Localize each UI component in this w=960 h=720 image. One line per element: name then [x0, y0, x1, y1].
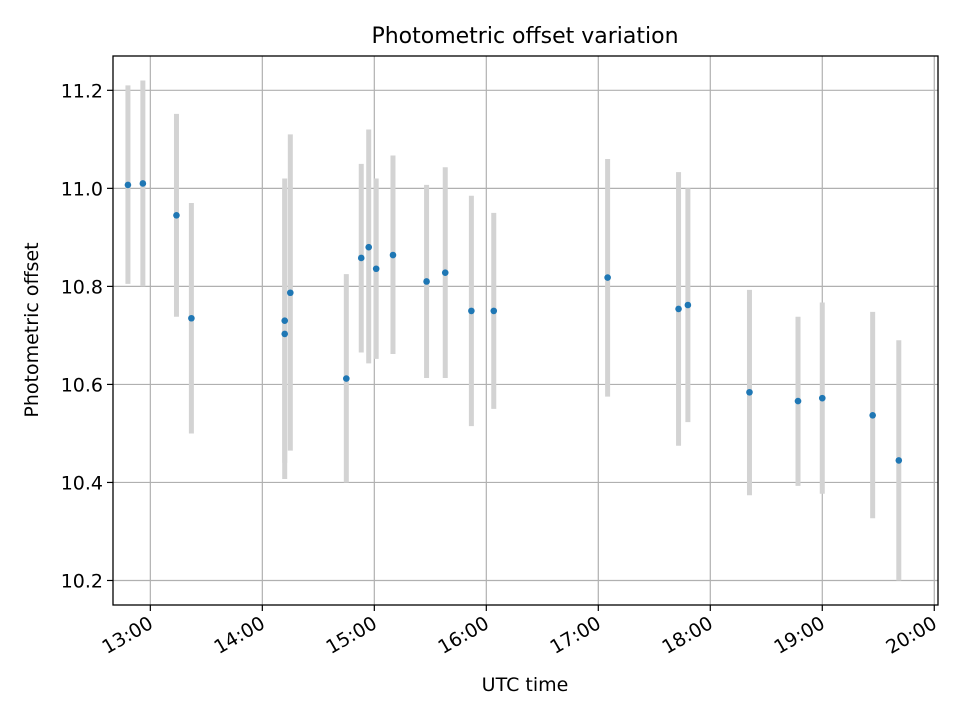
- y-tick-label: 11.2: [61, 80, 103, 102]
- data-point: [423, 278, 430, 285]
- data-point: [746, 388, 753, 396]
- data-point: [365, 243, 373, 251]
- data-point: [675, 305, 682, 313]
- y-tick-label: 10.8: [61, 276, 103, 298]
- y-tick-label: 10.4: [61, 472, 103, 494]
- data-point: [287, 289, 294, 297]
- data-point: [604, 274, 611, 281]
- data-point: [357, 254, 365, 262]
- data-point: [389, 251, 397, 259]
- data-point: [124, 181, 132, 189]
- data-point: [343, 375, 350, 382]
- data-point: [372, 265, 380, 273]
- data-point: [173, 212, 180, 219]
- data-point: [818, 394, 826, 402]
- data-point: [281, 317, 289, 324]
- data-point: [441, 269, 449, 276]
- data-point: [281, 330, 289, 338]
- data-point: [490, 307, 498, 315]
- point-layer: [124, 180, 903, 464]
- data-point: [869, 412, 876, 419]
- data-point: [188, 314, 195, 322]
- plot-frame: [112, 55, 939, 606]
- data-point: [794, 397, 802, 405]
- y-tick-label: 11.0: [61, 178, 103, 200]
- chart-title: Photometric offset variation: [371, 24, 678, 49]
- data-point: [468, 307, 475, 315]
- y-tick-label: 10.6: [61, 374, 103, 396]
- y-axis-label: Photometric offset: [21, 242, 43, 417]
- y-tick-label: 10.2: [61, 570, 103, 592]
- data-point: [684, 301, 692, 309]
- data-point: [895, 457, 903, 464]
- x-axis-label: UTC time: [482, 674, 569, 696]
- data-point: [139, 180, 147, 187]
- y-axis-ticks: 10.2 10.4 10.6 10.8 11.0 11.2: [61, 80, 113, 592]
